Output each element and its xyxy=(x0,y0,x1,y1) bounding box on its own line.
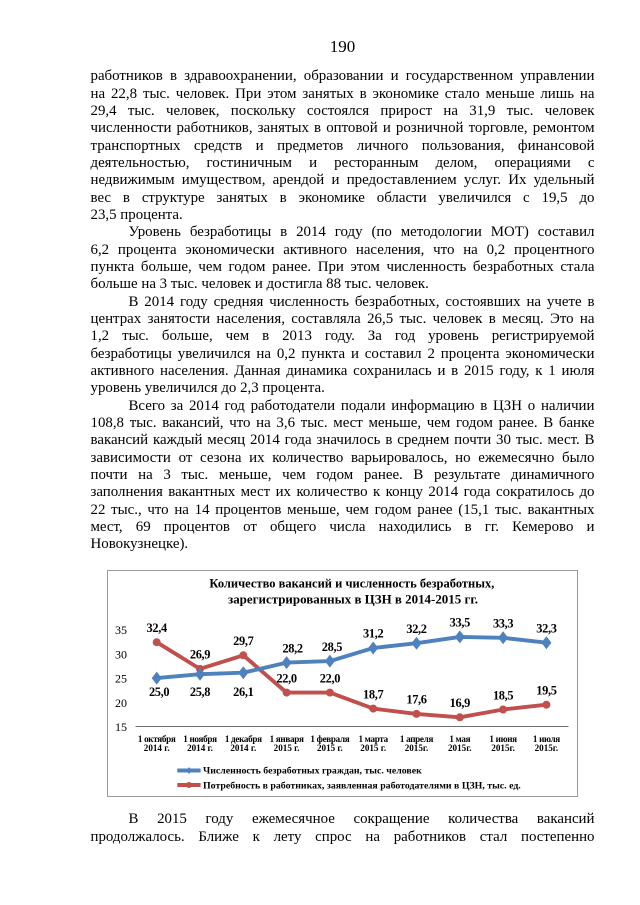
svg-text:18,5: 18,5 xyxy=(493,688,513,702)
svg-text:26,1: 26,1 xyxy=(233,685,253,699)
svg-text:1 марта: 1 марта xyxy=(358,734,388,744)
svg-text:Потребность в работниках, заяв: Потребность в работниках, заявленная раб… xyxy=(203,780,521,791)
svg-text:35: 35 xyxy=(115,623,127,637)
svg-text:1 октября: 1 октября xyxy=(138,734,176,744)
svg-text:18,7: 18,7 xyxy=(363,687,383,701)
svg-text:28,2: 28,2 xyxy=(282,641,302,655)
svg-text:22,0: 22,0 xyxy=(320,671,340,685)
svg-text:25,8: 25,8 xyxy=(190,685,210,699)
svg-text:30: 30 xyxy=(115,647,127,661)
svg-text:2015г.: 2015г. xyxy=(535,743,559,753)
svg-text:1 мая: 1 мая xyxy=(449,734,470,744)
svg-text:1 января: 1 января xyxy=(270,734,304,744)
svg-text:1 декабря: 1 декабря xyxy=(225,734,262,744)
svg-text:32,4: 32,4 xyxy=(147,621,167,635)
svg-text:2015г.: 2015г. xyxy=(491,743,515,753)
svg-text:зарегистрированных в ЦЗН в 201: зарегистрированных в ЦЗН в 2014-2015 гг. xyxy=(228,593,478,607)
svg-text:19,5: 19,5 xyxy=(536,684,556,698)
svg-text:1 июня: 1 июня xyxy=(489,734,517,744)
svg-text:2014 г.: 2014 г. xyxy=(187,743,213,753)
svg-text:Численность безработных гражда: Численность безработных граждан, тыс. че… xyxy=(203,765,422,776)
svg-text:25,0: 25,0 xyxy=(149,685,169,699)
svg-text:2015г.: 2015г. xyxy=(448,743,472,753)
svg-text:28,5: 28,5 xyxy=(322,640,342,654)
svg-text:32,3: 32,3 xyxy=(536,621,556,635)
svg-text:Количество вакансий и численно: Количество вакансий и численность безраб… xyxy=(209,576,494,590)
svg-text:31,2: 31,2 xyxy=(363,627,383,641)
svg-text:2015г.: 2015г. xyxy=(405,743,429,753)
svg-text:33,5: 33,5 xyxy=(450,616,470,630)
svg-text:20: 20 xyxy=(115,696,127,710)
svg-text:2014 г.: 2014 г. xyxy=(230,743,256,753)
svg-text:2014 г.: 2014 г. xyxy=(144,743,170,753)
svg-text:2015 г.: 2015 г. xyxy=(360,743,386,753)
svg-text:1 апреля: 1 апреля xyxy=(400,734,434,744)
svg-text:26,9: 26,9 xyxy=(190,648,210,662)
svg-text:1 ноября: 1 ноября xyxy=(183,734,217,744)
svg-text:33,3: 33,3 xyxy=(493,617,513,631)
svg-text:16,9: 16,9 xyxy=(450,696,470,710)
svg-text:22,0: 22,0 xyxy=(276,671,296,685)
svg-text:1 июля: 1 июля xyxy=(533,734,560,744)
svg-text:32,2: 32,2 xyxy=(406,622,426,636)
svg-text:1 февраля: 1 февраля xyxy=(310,734,349,744)
svg-text:2015 г.: 2015 г. xyxy=(274,743,300,753)
svg-text:17,6: 17,6 xyxy=(406,693,426,707)
svg-text:25: 25 xyxy=(115,672,127,686)
svg-text:15: 15 xyxy=(115,720,127,734)
svg-text:2015 г.: 2015 г. xyxy=(317,743,343,753)
svg-text:29,7: 29,7 xyxy=(233,634,253,648)
